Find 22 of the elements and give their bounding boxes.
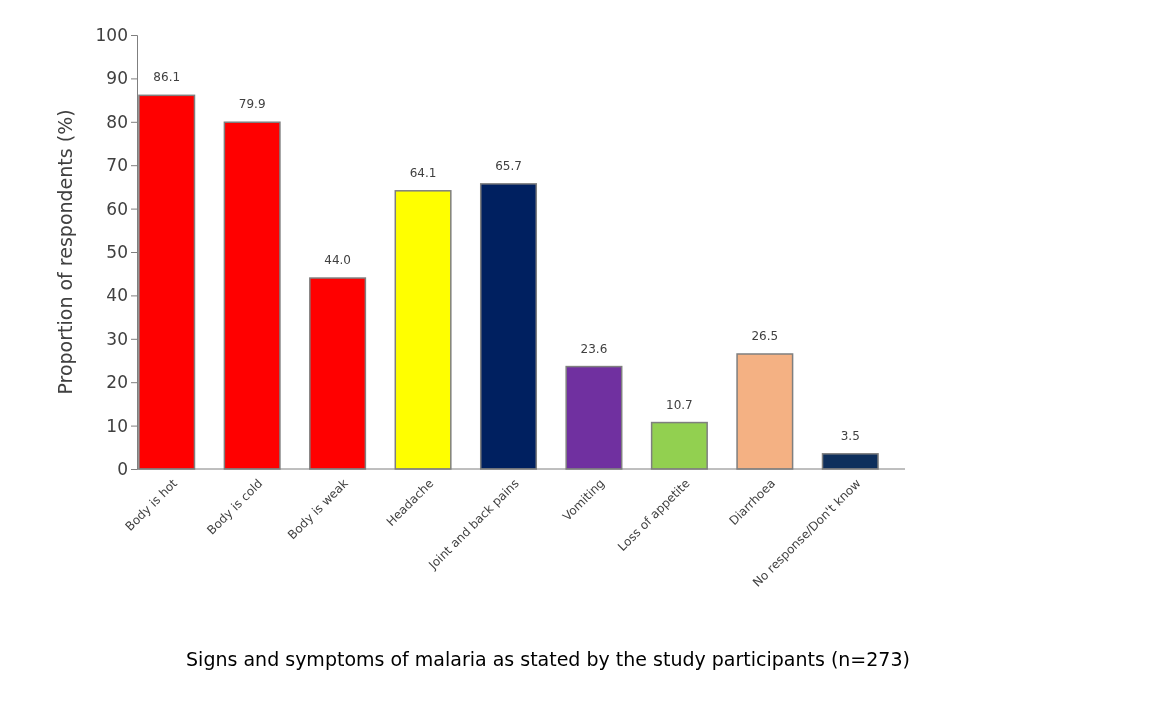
y-tick-label: 10 (106, 415, 128, 436)
data-label: 65.7 (495, 158, 522, 173)
data-label: 23.6 (580, 341, 608, 356)
data-label: 86.1 (153, 70, 181, 85)
y-tick-label: 0 (117, 458, 128, 479)
y-tick-label: 20 (106, 372, 128, 393)
y-tick-label: 30 (106, 328, 128, 349)
x-axis-title: Signs and symptoms of malaria as stated by the study participants (n=273) (186, 648, 910, 670)
y-tick-label: 50 (106, 241, 128, 262)
y-tick-label: 40 (106, 285, 128, 306)
data-label: 44.0 (324, 253, 351, 268)
y-axis-title: Proportion of respondents (%) (54, 109, 76, 395)
data-label: 10.7 (666, 397, 693, 412)
y-tick-label: 80 (106, 111, 128, 132)
data-label: 26.5 (751, 328, 779, 343)
y-tick-label: 90 (106, 68, 128, 89)
y-tick-label: 60 (106, 198, 128, 219)
data-label: 79.9 (238, 97, 266, 112)
data-label: 3.5 (840, 428, 860, 443)
y-tick-label: 70 (106, 155, 128, 176)
data-label: 64.1 (409, 165, 437, 180)
y-tick-label: 100 (95, 24, 128, 45)
